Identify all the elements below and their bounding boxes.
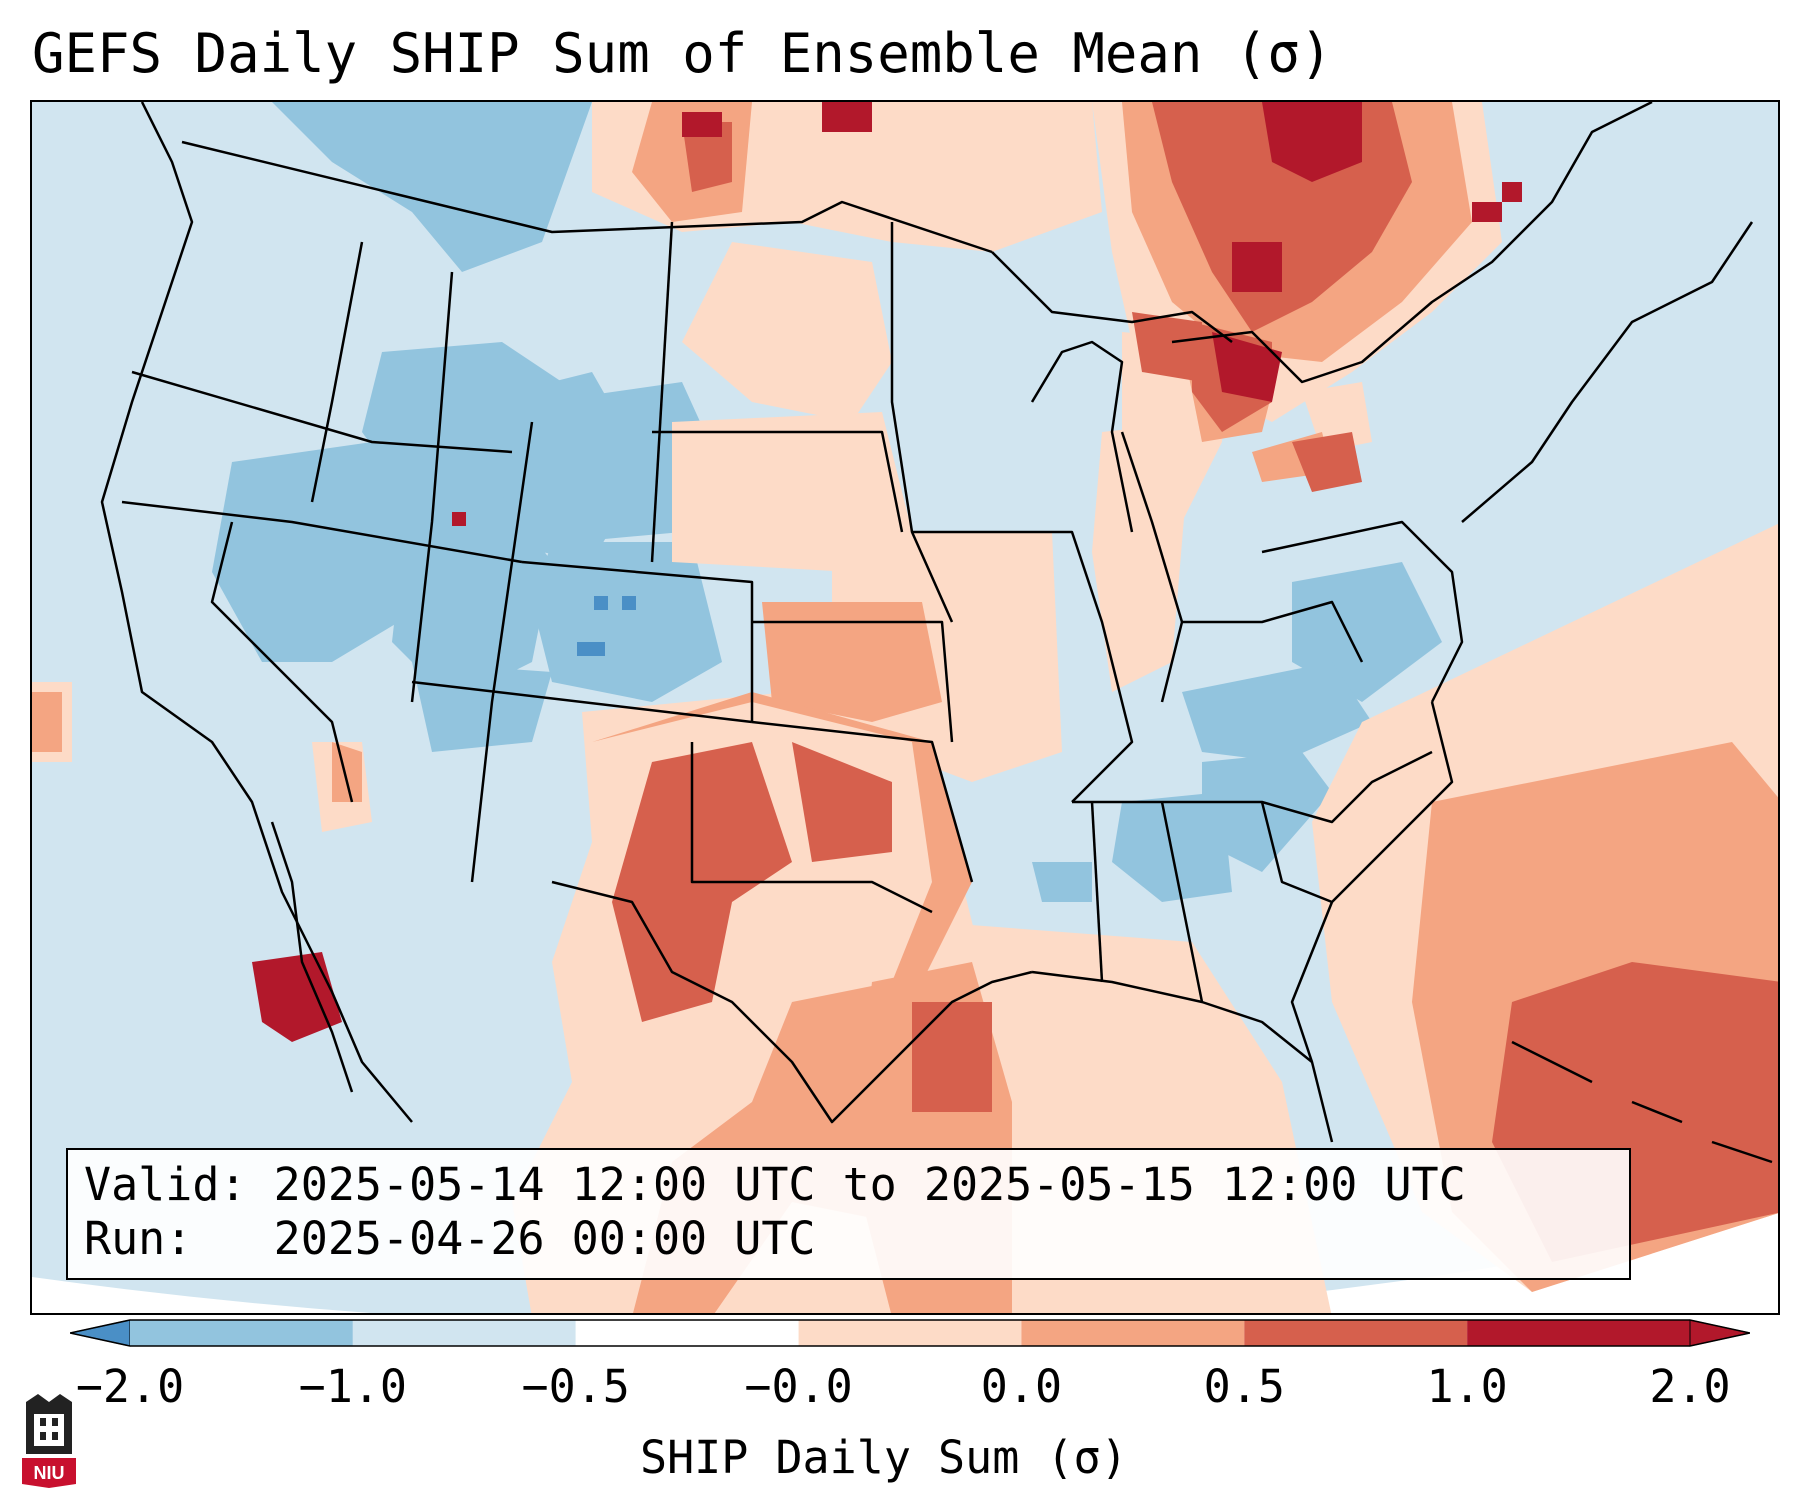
- colorbar-tick-label: −0.5: [521, 1360, 630, 1413]
- border-nevada-california: [210, 521, 354, 803]
- border-oregon-washington: [131, 370, 513, 454]
- cell-montana: [682, 112, 722, 137]
- region-st-lawrence: [1292, 432, 1362, 492]
- negative-anomaly-regions: [212, 102, 1442, 902]
- region-north-carolina: [1182, 662, 1372, 762]
- logo-window: [34, 1414, 64, 1446]
- border-four-corners: [411, 680, 753, 724]
- new-england-coast: [1461, 221, 1754, 523]
- map-frame: [30, 100, 1780, 1315]
- border-utah-east: [470, 421, 534, 883]
- border-pennsylvania: [1261, 520, 1464, 703]
- border-utah-west: [410, 271, 454, 703]
- colorbar-tick-label: −0.0: [744, 1360, 853, 1413]
- border-alabama-georgia: [1160, 801, 1204, 1003]
- region-montana-core: [682, 122, 732, 192]
- colorbar-tick-label: 0.0: [980, 1360, 1063, 1413]
- colorbar: [70, 1319, 1750, 1347]
- region-oklahoma-core: [792, 742, 892, 862]
- colorbar-tick-label: 2.0: [1649, 1360, 1731, 1413]
- extreme-positive-cells: [252, 102, 1522, 1042]
- region-lake-superior-extreme: [1212, 332, 1282, 402]
- region-hudson-bay: [1262, 102, 1362, 182]
- border-wisconsin-michigan: [1030, 340, 1134, 533]
- border-tennessee: [1072, 750, 1433, 824]
- colorbar-outline: [70, 1319, 1750, 1347]
- region-utah: [392, 482, 552, 702]
- baja-coast: [270, 821, 354, 1093]
- region-kansas: [762, 602, 942, 722]
- border-oklahoma: [751, 720, 974, 883]
- colorbar-segment: [1244, 1320, 1468, 1346]
- rio-grande-gulf: [551, 880, 1033, 1124]
- region-pacific-edge: [32, 692, 62, 752]
- logo-banner: [22, 1458, 76, 1488]
- colorbar-segments: [70, 1319, 1750, 1347]
- region-colorado-river: [332, 742, 362, 802]
- colorbar-tick-label: 0.5: [1203, 1360, 1285, 1413]
- border-minnesota-iowa: [890, 222, 954, 623]
- colorbar-tick-label: −1.0: [298, 1360, 408, 1413]
- logo-window-grid: [40, 1418, 58, 1440]
- border-wyoming-east: [650, 221, 674, 563]
- colorbar-segment: [352, 1320, 576, 1346]
- cell-colorado-1: [594, 596, 608, 610]
- border-mississippi-alabama: [1090, 801, 1104, 983]
- border-georgia-carolina: [1260, 801, 1333, 904]
- canada-border-east: [1171, 102, 1653, 384]
- colorbar-segment: [575, 1320, 799, 1346]
- canada-border-lakes: [991, 251, 1233, 343]
- cell-quebec-east: [1502, 182, 1522, 202]
- border-iowa-missouri: [912, 530, 1134, 803]
- region-ontario-extreme: [1232, 242, 1282, 292]
- region-utah-south: [412, 662, 552, 752]
- logo-text: NIU: [34, 1463, 65, 1483]
- region-upper-michigan: [1132, 312, 1202, 382]
- strong-negative-cells: [577, 596, 636, 656]
- colorbar-segment: [798, 1320, 1022, 1346]
- border-colorado: [521, 560, 754, 722]
- valid-value: 2025-05-14 12:00 UTC to 2025-05-15 12:00…: [273, 1158, 1466, 1211]
- border-nevada-north: [121, 500, 523, 564]
- border-illinois-indiana: [1120, 431, 1184, 703]
- run-label: Run:: [84, 1212, 193, 1265]
- caribbean-islands: [1511, 1040, 1773, 1164]
- colorbar-label: SHIP Daily Sum (σ): [640, 1431, 1128, 1484]
- region-baja: [252, 952, 342, 1042]
- colorbar-segment: [130, 1320, 353, 1346]
- canada-border-west: [181, 140, 993, 254]
- border-idaho-west: [310, 241, 364, 503]
- region-northern-rockies: [272, 102, 592, 272]
- region-south-carolina: [1202, 752, 1332, 872]
- anomaly-map: [32, 102, 1778, 1313]
- cell-utah: [452, 512, 466, 526]
- region-south-dakota: [682, 242, 892, 422]
- colorbar-segment: [1021, 1320, 1245, 1346]
- region-illinois: [1092, 422, 1192, 692]
- colorbar-tick-label: −2.0: [75, 1360, 185, 1413]
- border-kansas: [752, 620, 954, 743]
- run-value: 2025-04-26 00:00 UTC: [273, 1212, 816, 1265]
- region-texas-east: [912, 1002, 992, 1112]
- cell-colorado-3: [577, 642, 605, 656]
- cell-north-dakota: [822, 102, 872, 132]
- border-ohio-river: [1182, 600, 1364, 663]
- border-texas-north: [690, 742, 933, 914]
- west-coastline: [100, 102, 413, 1123]
- colorbar-segment: [1467, 1320, 1690, 1346]
- region-colorado: [532, 542, 722, 702]
- colorbar-tick-label: 1.0: [1426, 1360, 1508, 1413]
- region-nevada: [212, 442, 452, 662]
- cell-colorado-2: [622, 596, 636, 610]
- region-alabama: [1032, 862, 1092, 902]
- valid-time-box: Valid: 2025-05-14 12:00 UTC to 2025-05-1…: [66, 1148, 1631, 1280]
- valid-label: Valid:: [84, 1158, 247, 1211]
- boundaries: [100, 102, 1773, 1164]
- cell-quebec: [1472, 202, 1502, 222]
- map-title: GEFS Daily SHIP Sum of Ensemble Mean (σ): [32, 22, 1333, 85]
- border-nebraska-north: [652, 430, 904, 533]
- niu-logo: NIU: [22, 1394, 76, 1488]
- colorbar-extend-low: [70, 1319, 131, 1347]
- colorbar-extend-high: [1689, 1319, 1750, 1347]
